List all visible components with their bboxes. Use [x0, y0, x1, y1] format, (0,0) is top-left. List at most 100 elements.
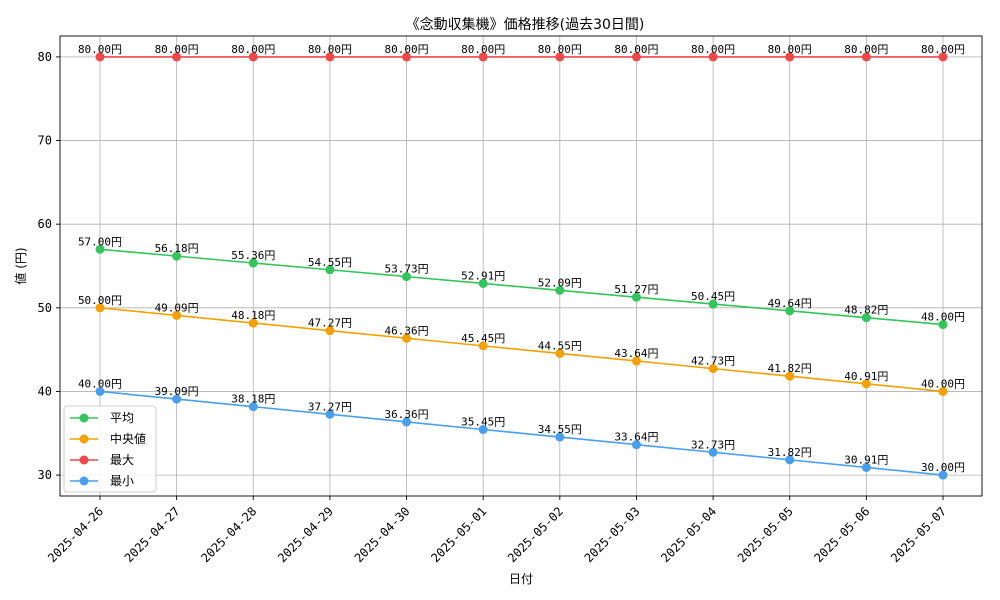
data-label: 49.64円 — [768, 297, 812, 310]
data-point — [708, 299, 718, 309]
data-label: 57.00円 — [78, 235, 122, 248]
data-label: 44.55円 — [538, 339, 582, 352]
y-tick-label: 70 — [38, 134, 52, 148]
data-label: 80.00円 — [768, 43, 812, 56]
data-point — [248, 318, 258, 328]
data-point — [861, 379, 871, 389]
data-point — [708, 52, 718, 62]
data-label: 31.82円 — [768, 446, 812, 459]
data-label: 37.27円 — [308, 400, 352, 413]
data-label: 40.91円 — [844, 370, 888, 383]
series-line — [99, 307, 944, 393]
data-point — [248, 258, 258, 268]
y-tick-label: 50 — [38, 301, 52, 315]
x-tick-label: 2025-04-29 — [275, 504, 336, 565]
data-point — [785, 306, 795, 316]
grid-layer — [60, 36, 982, 496]
y-tick-label: 80 — [38, 50, 52, 64]
data-label: 48.82円 — [844, 304, 888, 317]
x-tick-label: 2025-05-02 — [505, 504, 566, 565]
data-point — [172, 394, 182, 404]
data-label: 39.09円 — [155, 385, 199, 398]
data-point — [555, 285, 565, 295]
data-label: 80.00円 — [155, 43, 199, 56]
data-point — [402, 333, 412, 343]
data-point — [172, 251, 182, 261]
data-label: 80.00円 — [844, 43, 888, 56]
data-point — [631, 52, 641, 62]
series-layer — [95, 52, 948, 480]
data-point — [708, 447, 718, 457]
data-label: 80.00円 — [461, 43, 505, 56]
plot-frame — [59, 35, 983, 497]
legend-box — [63, 405, 157, 493]
data-point — [631, 440, 641, 450]
chart-title: 《念動収集機》価格推移(過去30日間) — [406, 16, 645, 33]
data-point — [402, 52, 412, 62]
data-point — [402, 272, 412, 282]
data-label: 80.00円 — [384, 43, 428, 56]
data-point — [325, 409, 335, 419]
data-label: 35.45円 — [461, 416, 505, 429]
data-label: 45.45円 — [461, 332, 505, 345]
data-point — [95, 386, 105, 396]
x-tick-layer: 2025-04-26 2025-04-27 2025-04-28 2025-04-29… — [45, 496, 949, 565]
legend-swatch-marker — [79, 455, 89, 465]
y-tick-label: 60 — [38, 217, 52, 231]
data-label-layer: 57.00円 56.18円 55.36円 54.55円 53.73円 52.91円 52.0… — [78, 43, 965, 474]
data-label: 40.00円 — [921, 377, 965, 390]
y-tick-label: 30 — [38, 468, 52, 482]
data-label: 46.36円 — [384, 324, 428, 337]
data-label: 80.00円 — [231, 43, 275, 56]
x-tick-label: 2025-05-01 — [428, 504, 489, 565]
data-point — [938, 470, 948, 480]
data-label: 80.00円 — [538, 43, 582, 56]
data-point — [478, 341, 488, 351]
data-point — [172, 52, 182, 62]
data-label: 48.00円 — [921, 311, 965, 324]
x-tick-label: 2025-05-06 — [811, 504, 872, 565]
data-point — [631, 292, 641, 302]
x-axis-label: 日付 — [509, 572, 533, 586]
data-point — [172, 310, 182, 320]
data-label: 30.91円 — [844, 453, 888, 466]
data-point — [95, 244, 105, 254]
data-label: 41.82円 — [768, 362, 812, 375]
data-point — [402, 417, 412, 427]
x-tick-label: 2025-05-07 — [888, 504, 949, 565]
data-label: 47.27円 — [308, 317, 352, 330]
data-point — [478, 278, 488, 288]
data-point — [861, 313, 871, 323]
data-point — [95, 303, 105, 313]
data-point — [248, 52, 258, 62]
data-point — [248, 402, 258, 412]
legend-entry: 最小 — [110, 474, 134, 488]
series-line — [99, 390, 944, 476]
data-label: 80.00円 — [921, 43, 965, 56]
data-label: 43.64円 — [614, 347, 658, 360]
data-point — [325, 265, 335, 275]
x-tick-label: 2025-04-27 — [122, 504, 183, 565]
data-label: 53.73円 — [384, 263, 428, 276]
data-label: 54.55円 — [308, 256, 352, 269]
x-tick-label: 2025-04-26 — [45, 504, 106, 565]
data-point — [785, 455, 795, 465]
data-label: 30.00円 — [921, 461, 965, 474]
data-label: 80.00円 — [691, 43, 735, 56]
data-label: 40.00円 — [78, 377, 122, 390]
data-point — [861, 462, 871, 472]
data-point — [555, 432, 565, 442]
x-tick-label: 2025-04-30 — [352, 504, 413, 565]
x-tick-label: 2025-05-03 — [582, 504, 643, 565]
data-point — [325, 52, 335, 62]
data-point — [785, 52, 795, 62]
data-label: 33.64円 — [614, 431, 658, 444]
x-tick-label: 2025-05-05 — [735, 504, 796, 565]
data-point — [938, 320, 948, 330]
data-label: 80.00円 — [78, 43, 122, 56]
data-label: 52.09円 — [538, 276, 582, 289]
data-label: 34.55円 — [538, 423, 582, 436]
data-point — [95, 52, 105, 62]
